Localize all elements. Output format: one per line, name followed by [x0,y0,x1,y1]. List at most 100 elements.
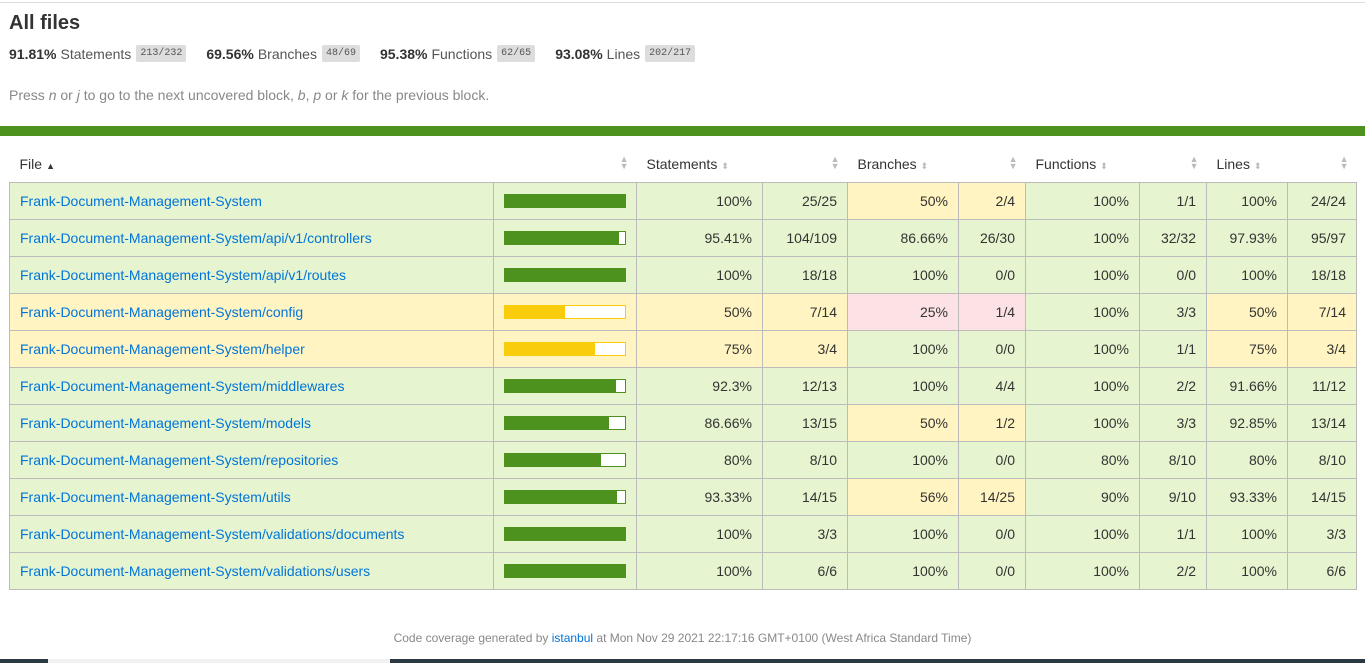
table-header-row: File ▲ ▲ ▼ Statements ⬍ ▲ ▼ Branches ⬍ ▲ ▼ Fun… [10,146,1357,183]
file-link[interactable]: Frank-Document-Management-System/middlew… [20,378,345,394]
statements-pct: 80% [636,441,763,479]
functions-pct: 90% [1025,478,1140,516]
statements-fraction: 8/10 [762,441,848,479]
coverage-bar-cell [493,478,637,516]
coverage-bar-fill [505,454,601,466]
coverage-bar-fill [505,306,565,318]
branches-fraction: 1/2 [958,404,1026,442]
header-functions-raw[interactable]: ▲ ▼ [1140,146,1207,183]
sort-icon: ⬍ [920,161,929,171]
lines-pct: 75% [1206,330,1288,368]
coverage-summary: 91.81% Statements 213/232 69.56% Branche… [9,45,715,62]
statements-pct: 93.33% [636,478,763,516]
file-link[interactable]: Frank-Document-Management-System/models [20,415,311,431]
summary-fraction: 202/217 [645,45,696,62]
header-branches-raw[interactable]: ▲ ▼ [959,146,1026,183]
summary-functions: 95.38% Functions 62/65 [380,45,536,62]
functions-pct: 100% [1025,515,1140,553]
coverage-bar [504,416,626,430]
lines-pct: 92.85% [1206,404,1288,442]
coverage-bar-fill [505,195,625,207]
branches-pct: 100% [847,552,959,590]
header-branches[interactable]: Branches ⬍ [857,156,929,172]
table-row: Frank-Document-Management-System/api/v1/… [9,256,1357,294]
coverage-bar-cell [493,293,637,331]
lines-fraction: 95/97 [1287,219,1357,257]
file-cell: Frank-Document-Management-System/api/v1/… [9,256,494,294]
summary-pct: 91.81% [9,45,57,62]
coverage-bar-cell [493,552,637,590]
lines-fraction: 24/24 [1287,182,1357,220]
statements-pct: 100% [636,515,763,553]
functions-fraction: 3/3 [1139,293,1207,331]
sort-icon: ▲ ▼ [830,154,840,171]
lines-fraction: 3/3 [1287,515,1357,553]
lines-pct: 100% [1206,182,1288,220]
lines-pct: 93.33% [1206,478,1288,516]
statements-pct: 92.3% [636,367,763,405]
file-link[interactable]: Frank-Document-Management-System/api/v1/… [20,230,372,246]
statements-fraction: 6/6 [762,552,848,590]
table-row: Frank-Document-Management-System/api/v1/… [9,219,1357,257]
header-statements-raw[interactable]: ▲ ▼ [763,146,848,183]
lines-fraction: 8/10 [1287,441,1357,479]
sort-icon: ▲ ▼ [1008,154,1018,171]
lines-pct: 50% [1206,293,1288,331]
coverage-bar-cell [493,256,637,294]
file-link[interactable]: Frank-Document-Management-System/reposit… [20,452,339,468]
file-link[interactable]: Frank-Document-Management-System/utils [20,489,291,505]
coverage-bar-fill [505,380,616,392]
file-cell: Frank-Document-Management-System/helper [9,330,494,368]
table-row: Frank-Document-Management-System/utils 93… [9,478,1357,516]
bottom-strip-segment [48,659,390,663]
statements-pct: 100% [636,256,763,294]
lines-fraction: 7/14 [1287,293,1357,331]
coverage-bar [504,194,626,208]
summary-statements: 91.81% Statements 213/232 [9,45,187,62]
branches-fraction: 0/0 [958,552,1026,590]
branches-pct: 50% [847,404,959,442]
summary-fraction: 48/69 [321,45,360,62]
header-file[interactable]: File ▲ [19,156,55,172]
coverage-status-bar [0,126,1365,136]
bottom-strip [0,659,1365,663]
istanbul-link[interactable]: istanbul [551,631,594,645]
functions-pct: 100% [1025,404,1140,442]
header-lines-raw[interactable]: ▲ ▼ [1288,146,1357,183]
branches-fraction: 0/0 [958,441,1026,479]
lines-pct: 100% [1206,552,1288,590]
header-functions[interactable]: Functions ⬍ [1035,156,1108,172]
branches-pct: 50% [847,182,959,220]
coverage-bar-cell [493,367,637,405]
coverage-bar-cell [493,515,637,553]
header-lines[interactable]: Lines ⬍ [1216,156,1262,172]
summary-label: Functions [431,45,493,62]
sort-icon: ⬍ [721,161,729,171]
file-link[interactable]: Frank-Document-Management-System/validat… [20,563,371,579]
statements-pct: 100% [636,552,763,590]
functions-fraction: 8/10 [1139,441,1207,479]
coverage-bar [504,305,626,319]
file-link[interactable]: Frank-Document-Management-System/config [20,304,304,320]
file-link[interactable]: Frank-Document-Management-System [20,193,262,209]
footer: Code coverage generated by istanbul at M… [393,631,972,645]
branches-pct: 86.66% [847,219,959,257]
header-statements[interactable]: Statements ⬍ [646,156,729,172]
file-link[interactable]: Frank-Document-Management-System/validat… [20,526,405,542]
file-link[interactable]: Frank-Document-Management-System/api/v1/… [20,267,347,283]
statements-fraction: 12/13 [762,367,848,405]
sort-icon: ⬍ [1100,161,1108,171]
branches-fraction: 2/4 [958,182,1026,220]
summary-label: Statements [60,45,132,62]
header-file-bar[interactable]: ▲ ▼ [494,146,637,183]
summary-fraction: 62/65 [497,45,536,62]
functions-pct: 100% [1025,256,1140,294]
statements-fraction: 3/4 [762,330,848,368]
branches-fraction: 0/0 [958,256,1026,294]
branches-fraction: 0/0 [958,330,1026,368]
file-link[interactable]: Frank-Document-Management-System/helper [20,341,305,357]
statements-fraction: 18/18 [762,256,848,294]
branches-pct: 100% [847,367,959,405]
branches-pct: 100% [847,330,959,368]
keyboard-hint: Press n or j to go to the next uncovered… [9,87,490,103]
